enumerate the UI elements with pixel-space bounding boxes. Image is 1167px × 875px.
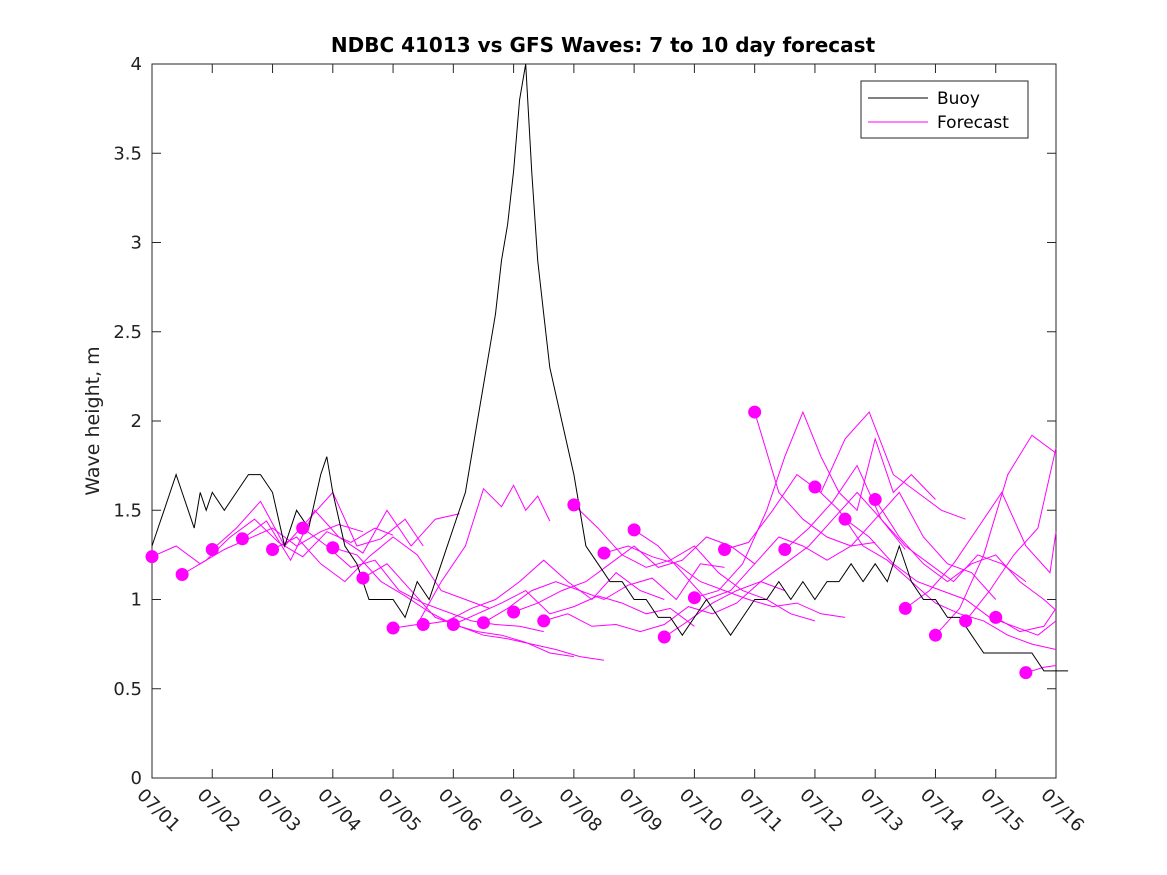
forecast-series-group (151, 410, 1057, 674)
y-tick-label: 0.5 (113, 679, 142, 700)
forecast-line (302, 527, 544, 633)
legend-box (860, 80, 1029, 139)
y-tick-label: 2.5 (113, 322, 142, 343)
forecast-point (597, 546, 611, 560)
forecast-point (868, 493, 882, 507)
forecast-line (211, 491, 424, 550)
y-axis: 0 0.5 1 1.5 2 2.5 3 3.5 4 (113, 54, 1056, 789)
forecast-point (296, 521, 310, 535)
forecast-point (748, 405, 762, 419)
y-tick-label: 4 (131, 54, 142, 75)
forecast-point (838, 512, 852, 526)
y-tick-label: 0 (131, 768, 142, 789)
forecast-line (754, 411, 997, 600)
y-tick-label: 1 (131, 590, 142, 611)
forecast-point (989, 610, 1003, 624)
forecast-point (718, 543, 732, 557)
forecast-line (151, 523, 364, 565)
forecast-point (476, 616, 490, 630)
forecast-point (567, 498, 581, 512)
forecast-markers-group (145, 405, 1033, 680)
y-axis-label: Wave height, m (82, 346, 104, 495)
forecast-point (1019, 666, 1033, 680)
forecast-line (543, 581, 785, 633)
forecast-line (965, 447, 1057, 622)
forecast-point (145, 550, 159, 564)
legend-label-buoy: Buoy (937, 89, 980, 109)
plot-area (145, 63, 1069, 680)
forecast-point (537, 614, 551, 628)
forecast-point (657, 630, 671, 644)
forecast-point (266, 543, 280, 557)
forecast-line (874, 499, 1057, 611)
forecast-line (694, 410, 936, 599)
forecast-line (573, 504, 816, 622)
forecast-point (205, 543, 219, 557)
forecast-point (959, 614, 973, 628)
forecast-line (242, 509, 460, 562)
forecast-line (633, 529, 876, 601)
buoy-series-group (151, 63, 1069, 672)
chart-title: NDBC 41013 vs GFS Waves: 7 to 10 day for… (331, 33, 876, 57)
forecast-point (898, 601, 912, 615)
forecast-line (513, 536, 755, 613)
forecast-point (627, 523, 641, 537)
y-tick-label: 3.5 (113, 143, 142, 164)
forecast-line (995, 608, 1057, 633)
forecast-line (905, 491, 1057, 609)
forecast-line (664, 491, 906, 638)
forecast-line (814, 486, 1057, 650)
legend: Buoy Forecast (860, 80, 1029, 139)
y-tick-label: 1.5 (113, 500, 142, 521)
forecast-point (386, 621, 400, 635)
forecast-line (603, 545, 846, 618)
forecast-point (356, 571, 370, 585)
buoy-line (151, 63, 1069, 672)
forecast-point (687, 591, 701, 605)
forecast-point (808, 480, 822, 494)
forecast-point (416, 617, 430, 631)
forecast-line (423, 559, 665, 625)
forecast-line (935, 434, 1057, 636)
forecast-point (928, 628, 942, 642)
forecast-point (446, 617, 460, 631)
forecast-line (483, 563, 725, 624)
forecast-line (784, 464, 1027, 583)
y-tick-label: 3 (131, 233, 142, 254)
forecast-point (235, 532, 249, 546)
y-tick-label: 2 (131, 411, 142, 432)
forecast-line (393, 484, 551, 629)
legend-label-forecast: Forecast (937, 113, 1009, 133)
forecast-line (724, 411, 966, 550)
forecast-point (507, 605, 521, 619)
forecast-point (778, 543, 792, 557)
forecast-point (175, 568, 189, 582)
forecast-line (362, 563, 605, 661)
forecast-line (272, 536, 490, 609)
forecast-point (326, 541, 340, 555)
